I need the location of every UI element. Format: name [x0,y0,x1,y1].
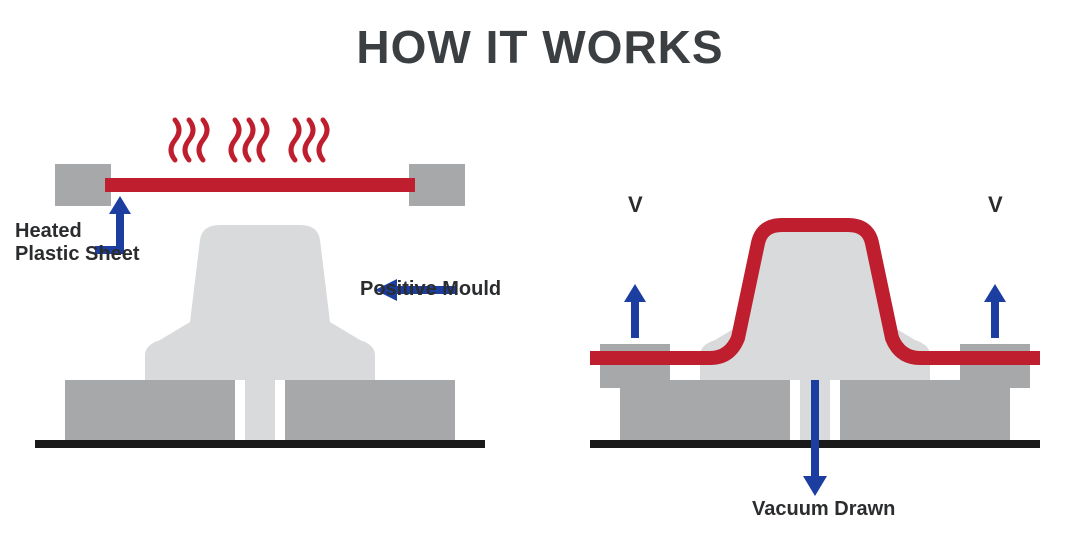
right-diagram [580,100,1050,520]
label-vacuum-drawn: Vacuum Drawn [752,498,895,521]
label-v-left: V [628,192,643,218]
label-positive-mould: Positive Mould [360,278,501,301]
label-v-right: V [988,192,1003,218]
title-text: HOW IT WORKS [356,21,723,73]
left-svg [25,100,495,520]
right-svg [580,100,1050,520]
page-title: HOW IT WORKS [0,20,1080,74]
label-heated-plastic-sheet: Heated Plastic Sheet [15,220,140,266]
left-diagram [25,100,495,520]
